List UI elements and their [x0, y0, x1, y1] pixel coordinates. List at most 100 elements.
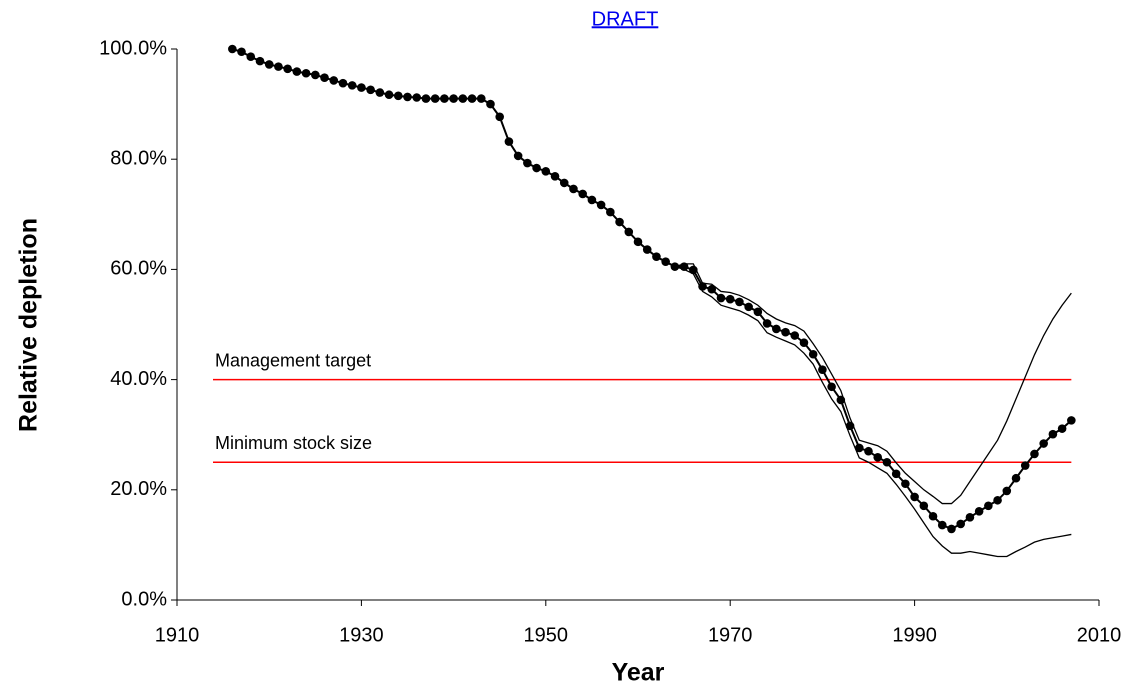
data-point	[891, 469, 901, 479]
data-point	[228, 44, 237, 54]
data-point	[781, 327, 790, 337]
data-point	[311, 70, 320, 80]
y-tick-label: 100.0%	[99, 37, 167, 59]
data-point	[578, 189, 587, 199]
data-point	[523, 158, 532, 168]
data-point	[587, 195, 597, 205]
x-tick-label: 2010	[1077, 624, 1122, 646]
data-point	[384, 90, 394, 100]
data-point	[440, 94, 449, 103]
data-point	[1020, 461, 1030, 470]
data-point	[606, 207, 615, 217]
data-point	[329, 76, 339, 85]
data-point	[412, 93, 422, 102]
data-point	[928, 511, 938, 521]
y-tick-label: 40.0%	[110, 368, 167, 390]
data-point	[633, 237, 643, 247]
data-point	[559, 178, 569, 188]
data-point	[421, 94, 431, 103]
series-line	[232, 48, 1072, 558]
data-point	[237, 47, 246, 57]
data-point	[974, 506, 984, 516]
data-point	[476, 94, 486, 103]
series-line	[232, 48, 1073, 531]
data-point	[854, 443, 864, 453]
data-point	[430, 94, 440, 103]
data-point	[274, 62, 283, 71]
data-point	[1011, 473, 1021, 483]
data-point	[264, 60, 274, 69]
data-point	[882, 457, 892, 467]
data-point	[790, 331, 800, 340]
data-point	[689, 265, 698, 275]
data-point	[550, 171, 560, 181]
data-point	[984, 501, 993, 511]
data-point	[403, 92, 412, 102]
data-point	[744, 302, 753, 312]
data-point	[283, 64, 292, 74]
data-point	[458, 94, 468, 103]
data-point	[292, 67, 302, 76]
data-point	[993, 495, 1002, 505]
data-point	[1067, 416, 1076, 425]
data-point	[255, 56, 265, 66]
data-point	[735, 297, 744, 307]
y-axis-title: Relative depletion	[15, 218, 43, 432]
data-point	[596, 200, 606, 210]
data-point	[937, 520, 947, 530]
data-point	[642, 245, 652, 254]
data-point	[836, 395, 846, 405]
data-point	[486, 99, 495, 109]
data-point	[910, 492, 919, 502]
y-tick-label: 0.0%	[121, 588, 167, 610]
data-point	[716, 293, 726, 303]
data-point	[375, 88, 385, 97]
data-point	[725, 294, 735, 304]
data-point	[1030, 449, 1039, 459]
data-point	[532, 163, 541, 173]
data-point	[652, 252, 661, 262]
data-point	[772, 324, 781, 334]
data-point	[347, 81, 357, 90]
y-tick-label: 20.0%	[110, 478, 167, 500]
x-tick-label: 1990	[892, 624, 937, 646]
data-point	[615, 217, 624, 227]
x-axis-title: Year	[612, 659, 665, 687]
data-point	[762, 319, 772, 328]
data-point	[707, 284, 717, 294]
data-point	[679, 262, 689, 271]
data-point	[753, 307, 763, 317]
data-point	[1048, 429, 1058, 439]
data-point	[541, 167, 551, 176]
data-point	[698, 282, 707, 291]
data-point	[393, 91, 403, 101]
data-point	[799, 338, 809, 347]
data-point	[670, 262, 680, 271]
data-point	[956, 519, 965, 529]
data-point	[919, 501, 929, 511]
y-tick-label: 60.0%	[110, 258, 167, 280]
reference-label: Minimum stock size	[215, 433, 372, 453]
data-point	[1002, 486, 1012, 496]
data-point	[366, 85, 375, 95]
data-point	[513, 151, 523, 161]
data-point	[320, 73, 329, 82]
x-tick-label: 1950	[524, 624, 569, 646]
data-point	[338, 78, 348, 88]
data-point	[624, 227, 634, 237]
data-point	[301, 68, 311, 78]
x-tick-label: 1910	[155, 624, 200, 646]
data-point	[965, 513, 975, 522]
data-point	[449, 94, 458, 103]
data-point	[845, 421, 855, 431]
data-point	[1039, 439, 1048, 448]
data-point	[467, 94, 477, 103]
data-point	[504, 137, 514, 146]
data-point	[873, 452, 883, 462]
data-point	[661, 257, 670, 266]
data-point	[947, 524, 956, 534]
data-point	[864, 446, 873, 456]
data-point	[495, 112, 505, 122]
chart-title: DRAFT	[592, 8, 659, 30]
